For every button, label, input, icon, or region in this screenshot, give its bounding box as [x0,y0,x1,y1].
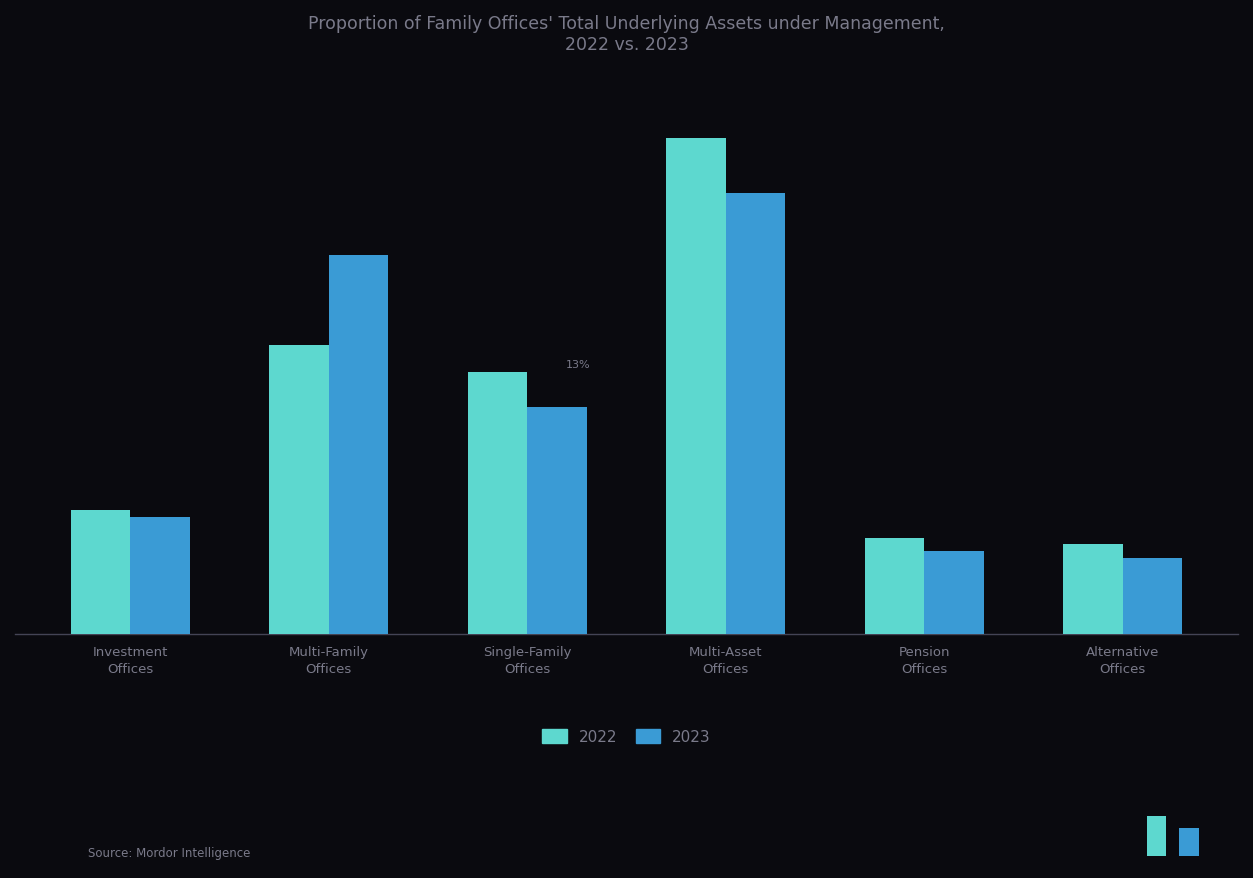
Bar [667,140,725,634]
Bar [865,538,925,634]
Bar [1123,558,1183,634]
Bar [269,345,328,634]
Bar [467,373,528,634]
Legend: 2022, 2023: 2022, 2023 [536,723,717,751]
Text: 13%: 13% [566,359,590,370]
Bar [528,407,586,634]
Bar [70,510,130,634]
Bar [328,256,388,634]
Bar [130,517,189,634]
Text: Source: Mordor Intelligence: Source: Mordor Intelligence [88,846,251,859]
Bar [1064,544,1123,634]
Bar [725,194,786,634]
Bar [1179,828,1199,856]
Bar [925,551,984,634]
Title: Proportion of Family Offices' Total Underlying Assets under Management,
2022 vs.: Proportion of Family Offices' Total Unde… [308,15,945,54]
Bar [1146,816,1167,856]
